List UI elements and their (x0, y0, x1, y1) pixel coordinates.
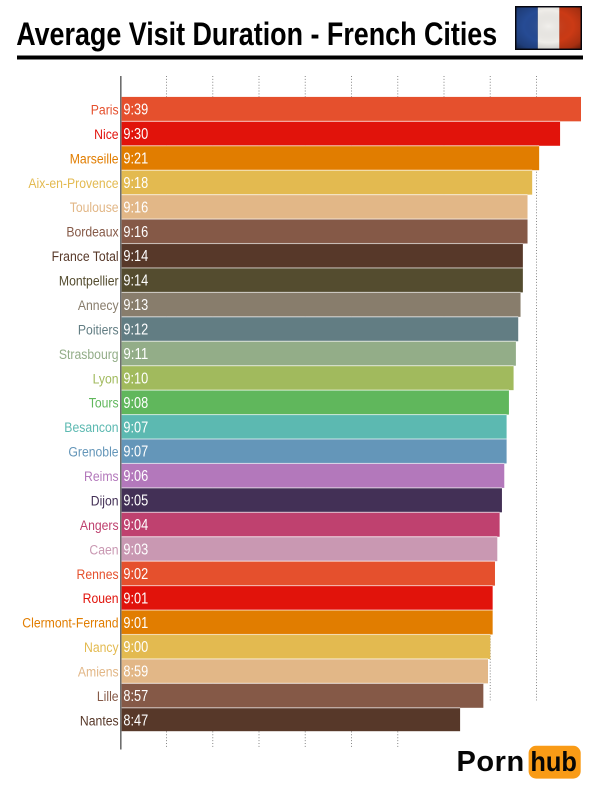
svg-text:Clermont-Ferrand: Clermont-Ferrand (22, 615, 118, 631)
svg-text:Nancy: Nancy (84, 639, 119, 655)
svg-text:Annecy: Annecy (78, 297, 119, 313)
svg-text:Rennes: Rennes (77, 566, 119, 582)
svg-text:9:07: 9:07 (123, 419, 148, 436)
svg-text:Lille: Lille (97, 688, 119, 704)
svg-text:9:12: 9:12 (123, 322, 148, 339)
svg-text:8:57: 8:57 (123, 688, 148, 705)
svg-text:hub: hub (530, 745, 577, 777)
svg-text:Nantes: Nantes (80, 713, 119, 729)
svg-text:Average Visit Duration - Frenc: Average Visit Duration - French Cities (16, 16, 497, 52)
svg-text:9:13: 9:13 (123, 297, 148, 314)
svg-text:9:18: 9:18 (123, 175, 148, 192)
svg-text:Nice: Nice (94, 126, 118, 142)
svg-text:9:21: 9:21 (123, 150, 148, 167)
svg-text:9:11: 9:11 (123, 346, 148, 363)
svg-text:9:01: 9:01 (123, 615, 148, 632)
svg-text:9:10: 9:10 (123, 370, 148, 387)
svg-text:9:03: 9:03 (123, 541, 148, 558)
svg-text:France Total: France Total (52, 248, 119, 264)
svg-text:Poitiers: Poitiers (78, 322, 119, 338)
svg-text:9:14: 9:14 (123, 248, 148, 265)
svg-text:9:30: 9:30 (123, 126, 148, 143)
svg-text:Besancon: Besancon (64, 419, 118, 435)
svg-text:Caen: Caen (89, 541, 118, 557)
svg-text:9:14: 9:14 (123, 273, 148, 290)
svg-text:Porn: Porn (457, 746, 525, 778)
svg-text:Paris: Paris (91, 102, 119, 118)
svg-text:Reims: Reims (84, 468, 119, 484)
svg-text:9:16: 9:16 (123, 224, 148, 241)
svg-text:Dijon: Dijon (91, 493, 119, 509)
svg-text:9:05: 9:05 (123, 493, 148, 510)
svg-text:Lyon: Lyon (93, 370, 119, 386)
svg-text:9:07: 9:07 (123, 444, 148, 461)
svg-text:8:47: 8:47 (123, 713, 148, 730)
svg-text:Angers: Angers (80, 517, 119, 533)
svg-text:9:08: 9:08 (123, 395, 148, 412)
svg-text:9:01: 9:01 (123, 590, 148, 607)
svg-text:9:39: 9:39 (123, 102, 148, 119)
svg-text:Strasbourg: Strasbourg (59, 346, 119, 362)
svg-text:Rouen: Rouen (83, 590, 119, 606)
svg-text:9:04: 9:04 (123, 517, 148, 534)
svg-text:Grenoble: Grenoble (68, 444, 118, 460)
svg-text:9:02: 9:02 (123, 566, 148, 583)
svg-text:Tours: Tours (89, 395, 119, 411)
svg-text:Bordeaux: Bordeaux (66, 224, 119, 240)
svg-text:Toulouse: Toulouse (70, 199, 119, 215)
svg-text:9:00: 9:00 (123, 639, 148, 656)
svg-text:9:16: 9:16 (123, 199, 148, 216)
svg-text:Amiens: Amiens (78, 664, 119, 680)
svg-text:Montpellier: Montpellier (59, 273, 119, 289)
svg-text:Marseille: Marseille (70, 151, 119, 167)
svg-text:Aix-en-Provence: Aix-en-Provence (28, 175, 118, 191)
svg-text:9:06: 9:06 (123, 468, 148, 485)
svg-text:8:59: 8:59 (123, 664, 148, 681)
